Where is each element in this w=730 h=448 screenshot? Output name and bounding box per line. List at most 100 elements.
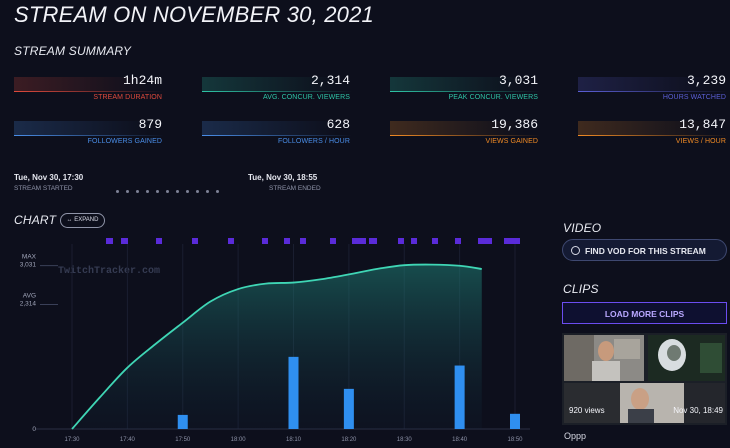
stat-avg-concur-viewers: 2,314 AVG. CONCUR. VIEWERS: [202, 73, 352, 107]
stat-glow: [14, 121, 164, 135]
stat-label: VIEWS / HOUR: [675, 138, 726, 145]
stream-ended-label: STREAM ENDED: [269, 185, 321, 192]
viewers-line: [71, 263, 482, 430]
stat-glow: [578, 121, 728, 135]
game-marker: [411, 238, 417, 244]
follower-bar: [177, 414, 188, 429]
game-marker: [398, 238, 404, 244]
clip-title[interactable]: Oppp: [564, 431, 587, 441]
stat-label: FOLLOWERS GAINED: [87, 138, 162, 145]
stat-label: HOURS WATCHED: [662, 94, 726, 101]
stat-underline: [578, 91, 728, 92]
game-marker: [106, 238, 113, 244]
stat-value: 879: [138, 117, 162, 132]
stat-glow: [14, 77, 164, 91]
stat-underline: [14, 135, 164, 136]
stat-hours-watched: 3,239 HOURS WATCHED: [578, 73, 728, 107]
clip-thumbnail[interactable]: 920 views Nov 30, 18:49: [562, 333, 727, 425]
stat-value: 2,314: [310, 73, 350, 88]
expand-button[interactable]: ↔ EXPAND: [60, 213, 105, 228]
clip-date: Nov 30, 18:49: [673, 406, 723, 415]
stat-views-gained: 19,386 VIEWS GAINED: [390, 117, 540, 151]
stat-stream-duration: 1h24m STREAM DURATION: [14, 73, 164, 107]
follower-bar: [343, 388, 354, 429]
stat-label: STREAM DURATION: [93, 94, 162, 101]
y-tick-value: 3,031: [20, 262, 37, 269]
stat-views-hour: 13,847 VIEWS / HOUR: [578, 117, 728, 151]
stat-glow: [390, 77, 540, 91]
stat-peak-concur-viewers: 3,031 PEAK CONCUR. VIEWERS: [390, 73, 540, 107]
page-title: STREAM ON NOVEMBER 30, 2021: [14, 2, 374, 27]
y-tick-label: 0: [32, 426, 36, 433]
stat-value: 3,239: [686, 73, 726, 88]
stat-underline: [390, 91, 540, 92]
stat-label: FOLLOWERS / HOUR: [278, 138, 350, 145]
x-tick-label: 18:40: [452, 437, 468, 443]
search-icon: [571, 246, 580, 255]
y-tick-value: 2,314: [20, 300, 37, 307]
stat-underline: [578, 135, 728, 136]
viewers-area: [72, 264, 482, 429]
game-marker: [369, 238, 377, 244]
stat-glow: [202, 121, 352, 135]
x-tick-label: 18:00: [231, 437, 247, 443]
game-marker: [262, 238, 268, 244]
clip-thumbnail-image: [562, 333, 727, 425]
stat-value: 628: [326, 117, 350, 132]
follower-bar: [288, 356, 299, 429]
game-marker: [352, 238, 366, 244]
game-marker: [478, 238, 492, 244]
find-vod-label: FIND VOD FOR THIS STREAM: [585, 246, 706, 256]
follower-bar: [510, 413, 520, 429]
stat-followers-gained: 879 FOLLOWERS GAINED: [14, 117, 164, 151]
video-heading: VIDEO: [563, 221, 602, 235]
chart-heading: CHART: [14, 213, 57, 227]
stat-value: 13,847: [679, 117, 726, 132]
stat-label: PEAK CONCUR. VIEWERS: [448, 94, 538, 101]
stat-underline: [390, 135, 540, 136]
stat-underline: [202, 91, 352, 92]
stat-label: AVG. CONCUR. VIEWERS: [262, 94, 350, 101]
game-marker: [330, 238, 336, 244]
stream-started-time: Tue, Nov 30, 17:30: [14, 173, 84, 182]
follower-bar: [454, 365, 465, 429]
stat-value: 1h24m: [122, 73, 162, 88]
timeline-dots: [116, 180, 226, 198]
stat-glow: [202, 77, 352, 91]
y-tick-label: MAX: [22, 254, 37, 261]
stat-value: 3,031: [498, 73, 538, 88]
find-vod-button[interactable]: FIND VOD FOR THIS STREAM: [562, 239, 727, 261]
stream-summary-heading: STREAM SUMMARY: [14, 44, 132, 58]
x-tick-label: 17:30: [64, 437, 80, 443]
game-marker: [284, 238, 290, 244]
x-tick-label: 18:10: [286, 437, 302, 443]
game-marker: [228, 238, 234, 244]
game-marker: [121, 238, 128, 244]
clip-views: 920 views: [569, 406, 605, 415]
game-markers: [106, 238, 520, 244]
game-marker: [156, 238, 162, 244]
game-marker: [504, 238, 520, 244]
stream-ended-time: Tue, Nov 30, 18:55: [248, 173, 318, 182]
x-tick-label: 18:30: [397, 437, 413, 443]
x-tick-label: 18:20: [341, 437, 357, 443]
stat-followers-hour: 628 FOLLOWERS / HOUR: [202, 117, 352, 151]
game-marker: [432, 238, 438, 244]
stat-glow: [578, 77, 728, 91]
game-marker: [455, 238, 461, 244]
x-tick-label: 17:40: [120, 437, 136, 443]
stream-started-label: STREAM STARTED: [14, 185, 73, 192]
game-marker: [300, 238, 306, 244]
stat-glow: [390, 121, 540, 135]
stat-underline: [202, 135, 352, 136]
chart-watermark: TwitchTracker.com: [58, 265, 160, 277]
followers-bars: [177, 356, 520, 429]
game-marker: [192, 238, 198, 244]
y-tick-label: AVG: [23, 292, 36, 299]
stat-label: VIEWS GAINED: [485, 138, 538, 145]
x-tick-label: 17:50: [175, 437, 191, 443]
load-more-clips-button[interactable]: LOAD MORE CLIPS: [562, 302, 727, 324]
clips-heading: CLIPS: [563, 282, 599, 296]
x-tick-label: 18:50: [507, 437, 523, 443]
